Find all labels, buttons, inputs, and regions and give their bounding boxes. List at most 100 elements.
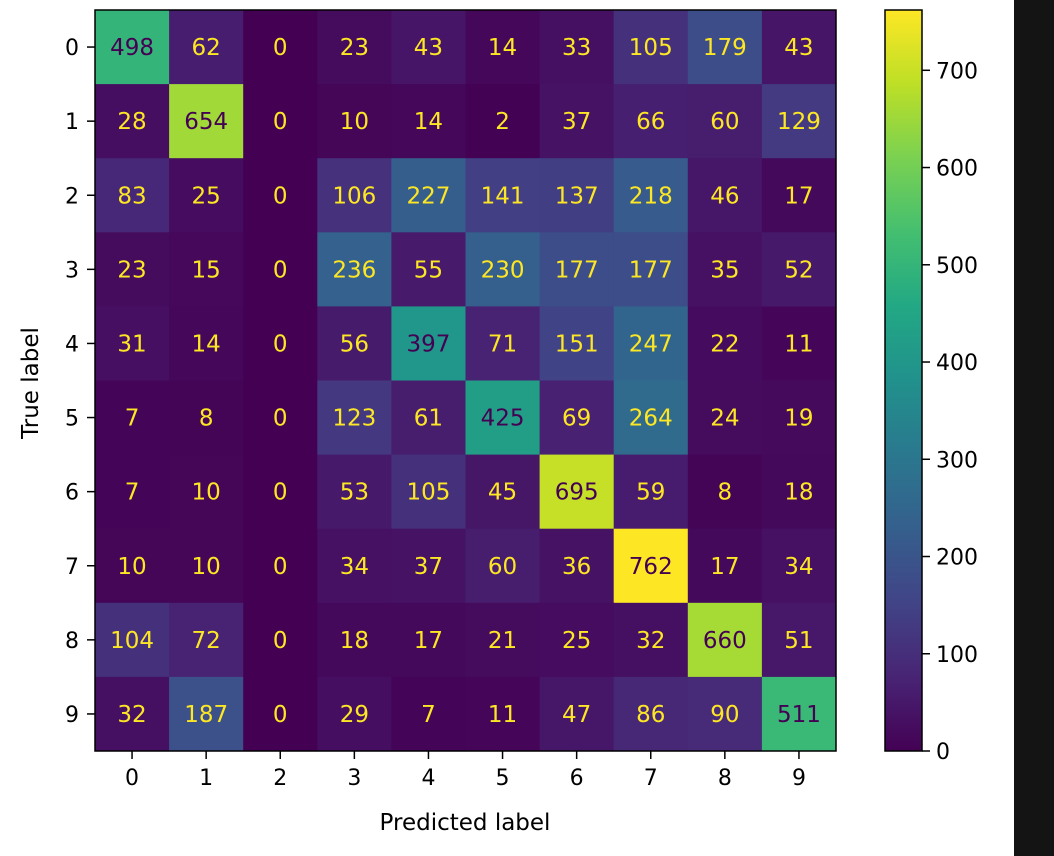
cell-value-label: 25 bbox=[562, 628, 591, 654]
y-tick-label: 9 bbox=[65, 703, 79, 728]
x-tick-label: 8 bbox=[718, 766, 732, 791]
cell-value-label: 83 bbox=[117, 183, 146, 209]
cell-value-label: 52 bbox=[784, 257, 813, 283]
y-tick-label: 5 bbox=[65, 407, 79, 432]
heatmap-cell bbox=[243, 602, 318, 678]
cell-value-label: 14 bbox=[414, 109, 443, 135]
cell-value-label: 264 bbox=[629, 406, 673, 432]
heatmap-cell bbox=[169, 380, 244, 456]
heatmap-cell bbox=[243, 380, 318, 456]
heatmap-cell bbox=[317, 10, 392, 85]
heatmap-cell bbox=[169, 676, 244, 752]
y-axis-label: True label bbox=[18, 327, 44, 440]
heatmap-cell bbox=[317, 602, 392, 678]
y-tick-label: 6 bbox=[65, 481, 79, 506]
heatmap-cell bbox=[761, 306, 837, 381]
heatmap-cell bbox=[539, 232, 615, 307]
heatmap-cell bbox=[95, 676, 170, 752]
cell-value-label: 106 bbox=[332, 183, 376, 209]
cell-value-label: 141 bbox=[481, 183, 525, 209]
heatmap-cell bbox=[391, 380, 466, 456]
heatmap-cell bbox=[465, 232, 541, 307]
cell-value-label: 0 bbox=[273, 183, 288, 209]
y-tick-label: 8 bbox=[65, 629, 79, 654]
heatmap-cell bbox=[317, 528, 392, 604]
cell-value-label: 37 bbox=[414, 554, 443, 580]
cell-value-label: 511 bbox=[777, 702, 821, 728]
heatmap-cell bbox=[465, 602, 541, 678]
heatmap-cell bbox=[465, 306, 541, 381]
heatmap-cell bbox=[539, 602, 615, 678]
cell-value-label: 105 bbox=[406, 480, 450, 506]
heatmap-cell bbox=[317, 380, 392, 456]
heatmap-cell bbox=[391, 84, 466, 159]
heatmap-cell bbox=[687, 454, 763, 530]
colorbar-tick-label: 0 bbox=[936, 740, 950, 765]
y-axis-ticks: 0 1 2 3 4 5 6 7 8 9 bbox=[65, 36, 95, 728]
cell-value-label: 60 bbox=[710, 109, 739, 135]
cell-value-label: 0 bbox=[273, 406, 288, 432]
heatmap-cell bbox=[539, 10, 615, 85]
heatmap-cell bbox=[761, 454, 837, 530]
cell-value-label: 32 bbox=[636, 628, 665, 654]
cell-value-label: 47 bbox=[562, 702, 591, 728]
cell-value-label: 695 bbox=[555, 480, 599, 506]
heatmap-cell bbox=[687, 10, 763, 85]
cell-value-label: 36 bbox=[562, 554, 591, 580]
cell-value-label: 17 bbox=[414, 628, 443, 654]
cell-value-label: 8 bbox=[199, 406, 214, 432]
heatmap-cell bbox=[465, 380, 541, 456]
cell-value-label: 46 bbox=[710, 183, 739, 209]
heatmap-cell bbox=[761, 10, 837, 85]
colorbar-tick-label: 600 bbox=[936, 157, 978, 182]
colorbar-tick-label: 300 bbox=[936, 448, 978, 473]
cell-value-label: 123 bbox=[332, 406, 376, 432]
cell-value-label: 0 bbox=[273, 554, 288, 580]
x-axis-label: Predicted label bbox=[380, 810, 551, 836]
cell-value-label: 43 bbox=[414, 35, 443, 61]
heatmap-cell bbox=[687, 380, 763, 456]
heatmap-cell bbox=[169, 10, 244, 85]
cell-value-label: 498 bbox=[110, 35, 154, 61]
heatmap-cell bbox=[317, 84, 392, 159]
cell-value-label: 105 bbox=[629, 35, 673, 61]
heatmap-cell bbox=[687, 158, 763, 233]
heatmap-cell bbox=[613, 10, 689, 85]
cell-value-label: 11 bbox=[784, 331, 813, 357]
cell-value-label: 15 bbox=[192, 257, 221, 283]
heatmap-cell bbox=[391, 306, 466, 381]
cell-value-label: 397 bbox=[406, 331, 450, 357]
cell-value-label: 43 bbox=[784, 35, 813, 61]
cell-value-label: 45 bbox=[488, 480, 517, 506]
x-tick-label: 1 bbox=[199, 766, 213, 791]
cell-value-label: 0 bbox=[273, 331, 288, 357]
y-tick-label: 3 bbox=[65, 258, 79, 283]
x-tick-label: 0 bbox=[125, 766, 139, 791]
cell-value-label: 0 bbox=[273, 702, 288, 728]
x-tick-label: 6 bbox=[570, 766, 584, 791]
heatmap-cell bbox=[95, 10, 170, 85]
heatmap-cell bbox=[465, 158, 541, 233]
colorbar-tick-label: 200 bbox=[936, 546, 978, 571]
cell-value-label: 53 bbox=[340, 480, 369, 506]
y-tick-label: 1 bbox=[65, 110, 79, 135]
colorbar-tick-label: 100 bbox=[936, 643, 978, 668]
heatmap-cell bbox=[613, 602, 689, 678]
heatmap-cell bbox=[95, 306, 170, 381]
heatmap-cell bbox=[761, 232, 837, 307]
heatmap-cells bbox=[95, 10, 837, 752]
heatmap-cell bbox=[761, 676, 837, 752]
heatmap-cell bbox=[687, 676, 763, 752]
x-tick-label: 7 bbox=[644, 766, 658, 791]
cell-value-label: 19 bbox=[784, 406, 813, 432]
heatmap-cell bbox=[465, 10, 541, 85]
cell-value-label: 187 bbox=[184, 702, 228, 728]
heatmap-cell bbox=[243, 454, 318, 530]
heatmap-cell bbox=[169, 306, 244, 381]
heatmap-cell bbox=[539, 676, 615, 752]
heatmap-cell bbox=[539, 454, 615, 530]
heatmap-cell bbox=[391, 232, 466, 307]
cell-value-label: 0 bbox=[273, 480, 288, 506]
heatmap-cell bbox=[95, 232, 170, 307]
